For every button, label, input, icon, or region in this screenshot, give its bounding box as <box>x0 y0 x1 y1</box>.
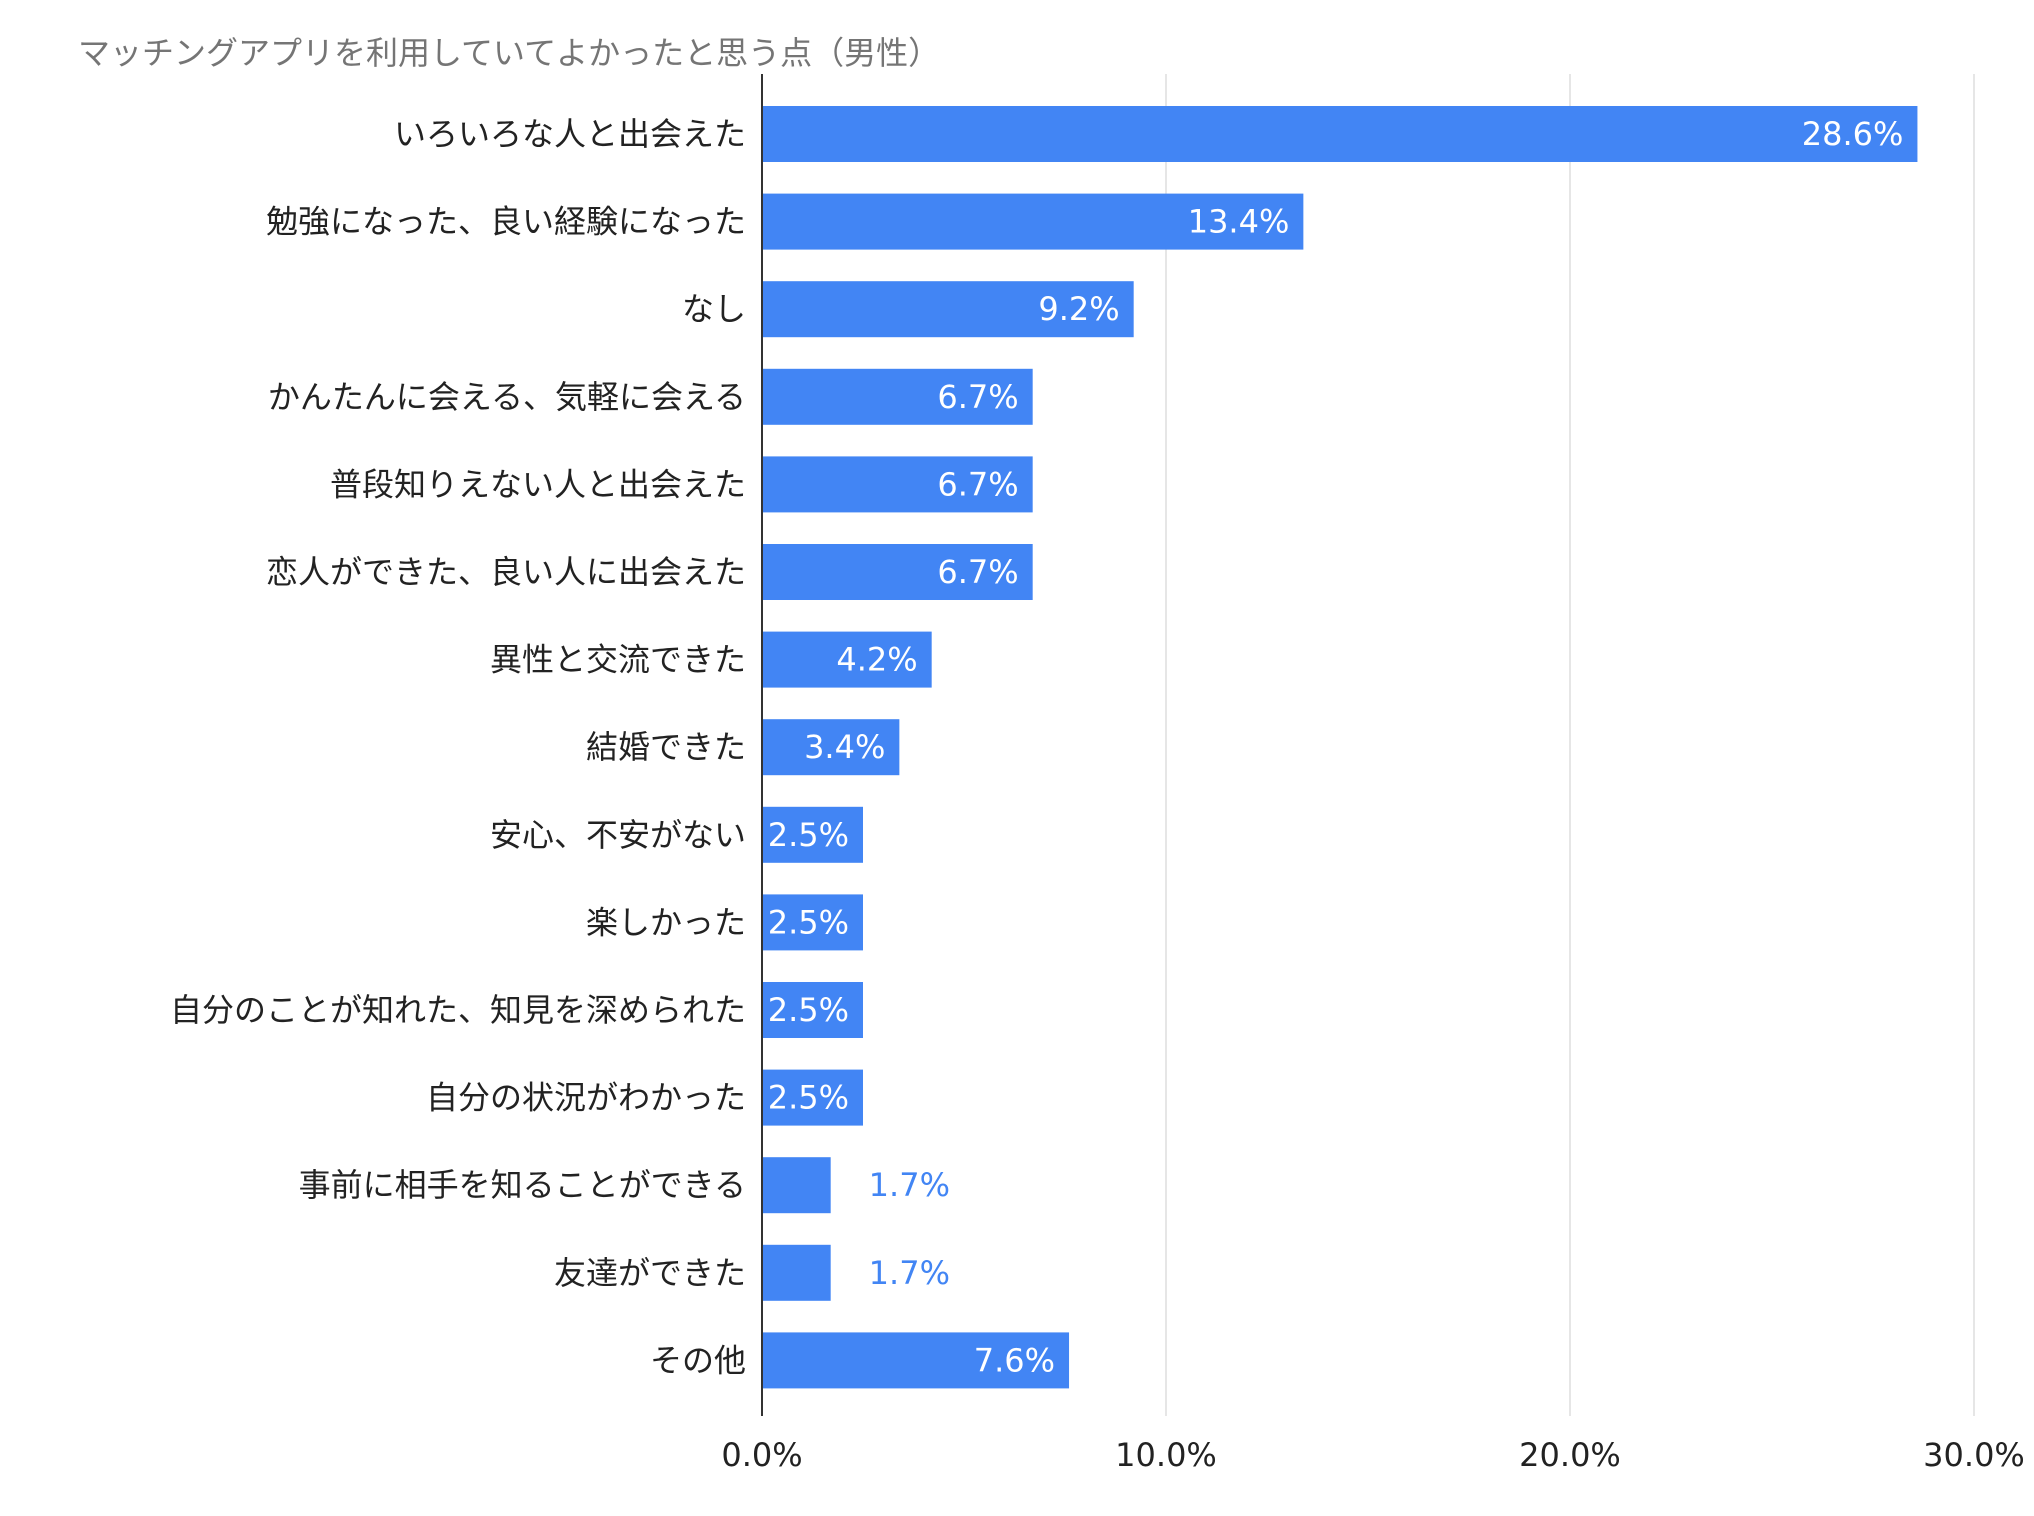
data-label: 2.5% <box>768 903 849 941</box>
data-label: 6.7% <box>937 378 1018 416</box>
data-label: 2.5% <box>768 991 849 1029</box>
bar <box>762 1069 863 1126</box>
category-label: 結婚できた <box>586 728 746 766</box>
value-labels: 28.6% 13.4% 9.2% 6.7% 6.7% 6.7% 4.2% 3.4% 2.5% 2.… <box>768 115 1904 1379</box>
data-label: 3.4% <box>804 728 885 766</box>
bar <box>762 806 863 863</box>
category-label: 勉強になった、良い経験になった <box>266 203 746 241</box>
bar <box>762 719 900 776</box>
data-label: 7.6% <box>974 1341 1055 1379</box>
category-label: 自分の状況がわかった <box>426 1079 746 1117</box>
category-label: 普段知りえない人と出会えた <box>330 465 746 503</box>
category-label: その他 <box>650 1341 746 1379</box>
chart-title: マッチングアプリを利用していてよかったと思う点（男性） <box>78 34 940 72</box>
bar <box>762 368 1033 425</box>
data-label: 28.6% <box>1802 115 1904 153</box>
bar <box>762 631 932 688</box>
category-label: 恋人ができた、良い人に出会えた <box>266 553 746 591</box>
bar <box>762 456 1033 513</box>
bar <box>762 1157 831 1214</box>
category-label: 友達ができた <box>554 1254 746 1292</box>
data-label: 1.7% <box>869 1166 950 1204</box>
x-tick-label: 10.0% <box>1115 1436 1217 1474</box>
category-label: 安心、不安がない <box>490 816 746 854</box>
data-label: 6.7% <box>937 553 1018 591</box>
bar <box>762 193 1304 250</box>
category-label: 異性と交流できた <box>490 641 746 679</box>
bar <box>762 544 1033 600</box>
x-tick-label: 20.0% <box>1519 1436 1621 1474</box>
data-label: 1.7% <box>869 1254 950 1292</box>
category-label: 楽しかった <box>586 903 746 941</box>
bar <box>762 1244 831 1301</box>
grid-lines <box>1165 74 1975 1416</box>
x-tick-label: 30.0% <box>1923 1436 2025 1474</box>
category-label: 事前に相手を知ることができる <box>299 1166 746 1204</box>
bar <box>762 982 863 1038</box>
bars <box>762 106 1918 1389</box>
x-tick-label: 0.0% <box>721 1436 802 1474</box>
bar <box>762 106 1918 162</box>
x-axis-tick-labels: 0.0% 10.0% 20.0% 30.0% <box>721 1436 2024 1474</box>
data-label: 13.4% <box>1188 203 1290 241</box>
category-label: かんたんに会える、気軽に会える <box>268 378 746 416</box>
category-labels: いろいろな人と出会えた勉強になった、良い経験になったなしかんたんに会える、気軽に… <box>170 115 746 1379</box>
category-label: なし <box>682 290 746 328</box>
data-label: 2.5% <box>768 816 849 854</box>
category-label: いろいろな人と出会えた <box>394 115 746 153</box>
category-label: 自分のことが知れた、知見を深められた <box>170 991 746 1029</box>
bar <box>762 1332 1070 1389</box>
data-label: 4.2% <box>836 641 917 679</box>
data-label: 6.7% <box>937 465 1018 503</box>
data-label: 2.5% <box>768 1079 849 1117</box>
bar <box>762 894 863 951</box>
data-label: 9.2% <box>1038 290 1119 328</box>
bar <box>762 281 1134 338</box>
